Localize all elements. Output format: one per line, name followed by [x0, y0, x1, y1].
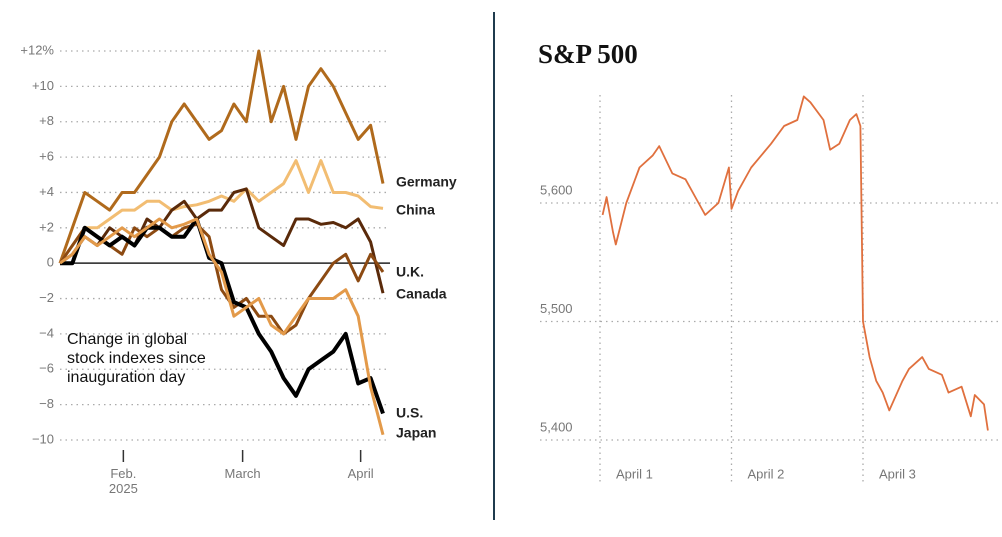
- y-tick-label: 0: [47, 255, 54, 270]
- y-tick-label: −2: [39, 290, 54, 305]
- series-line: [58, 159, 384, 265]
- y-tick-label: −6: [39, 361, 54, 376]
- series-line: [60, 217, 385, 415]
- series-label: U.K.: [396, 264, 424, 280]
- series-line: [58, 49, 385, 264]
- x-tick-label: April 3: [879, 466, 916, 481]
- y-tick-label: +6: [39, 149, 54, 164]
- series-line: [59, 187, 385, 294]
- series-line: [58, 222, 385, 336]
- annotation: Change in global stock indexes since ina…: [67, 331, 206, 386]
- x-tick-label: April 1: [616, 466, 653, 481]
- y-tick-label: 5,600: [540, 182, 573, 197]
- x-tick-label: Feb. 2025: [108, 466, 138, 496]
- series-label: Germany: [396, 174, 457, 190]
- y-tick-label: −8: [39, 396, 54, 411]
- series-label: Canada: [396, 286, 447, 302]
- series-line: [59, 217, 385, 436]
- y-tick-label: 5,500: [540, 301, 573, 316]
- chart-title: S&P 500: [538, 39, 638, 69]
- y-tick-label: −10: [32, 431, 54, 446]
- y-tick-label: +4: [39, 184, 54, 199]
- x-tick-label: April 2: [748, 466, 785, 481]
- y-tick-label: +10: [32, 78, 54, 93]
- y-tick-label: +12%: [20, 42, 54, 57]
- series-label: China: [396, 202, 435, 218]
- series-label: Japan: [396, 425, 436, 441]
- y-tick-label: −4: [39, 325, 54, 340]
- series-line: [601, 95, 989, 431]
- y-tick-label: 5,400: [540, 419, 573, 434]
- y-tick-label: +8: [39, 113, 54, 128]
- y-tick-label: +2: [39, 219, 54, 234]
- x-tick-label: March: [224, 466, 261, 481]
- x-tick-label: April: [347, 466, 374, 481]
- series-label: U.S.: [396, 405, 423, 421]
